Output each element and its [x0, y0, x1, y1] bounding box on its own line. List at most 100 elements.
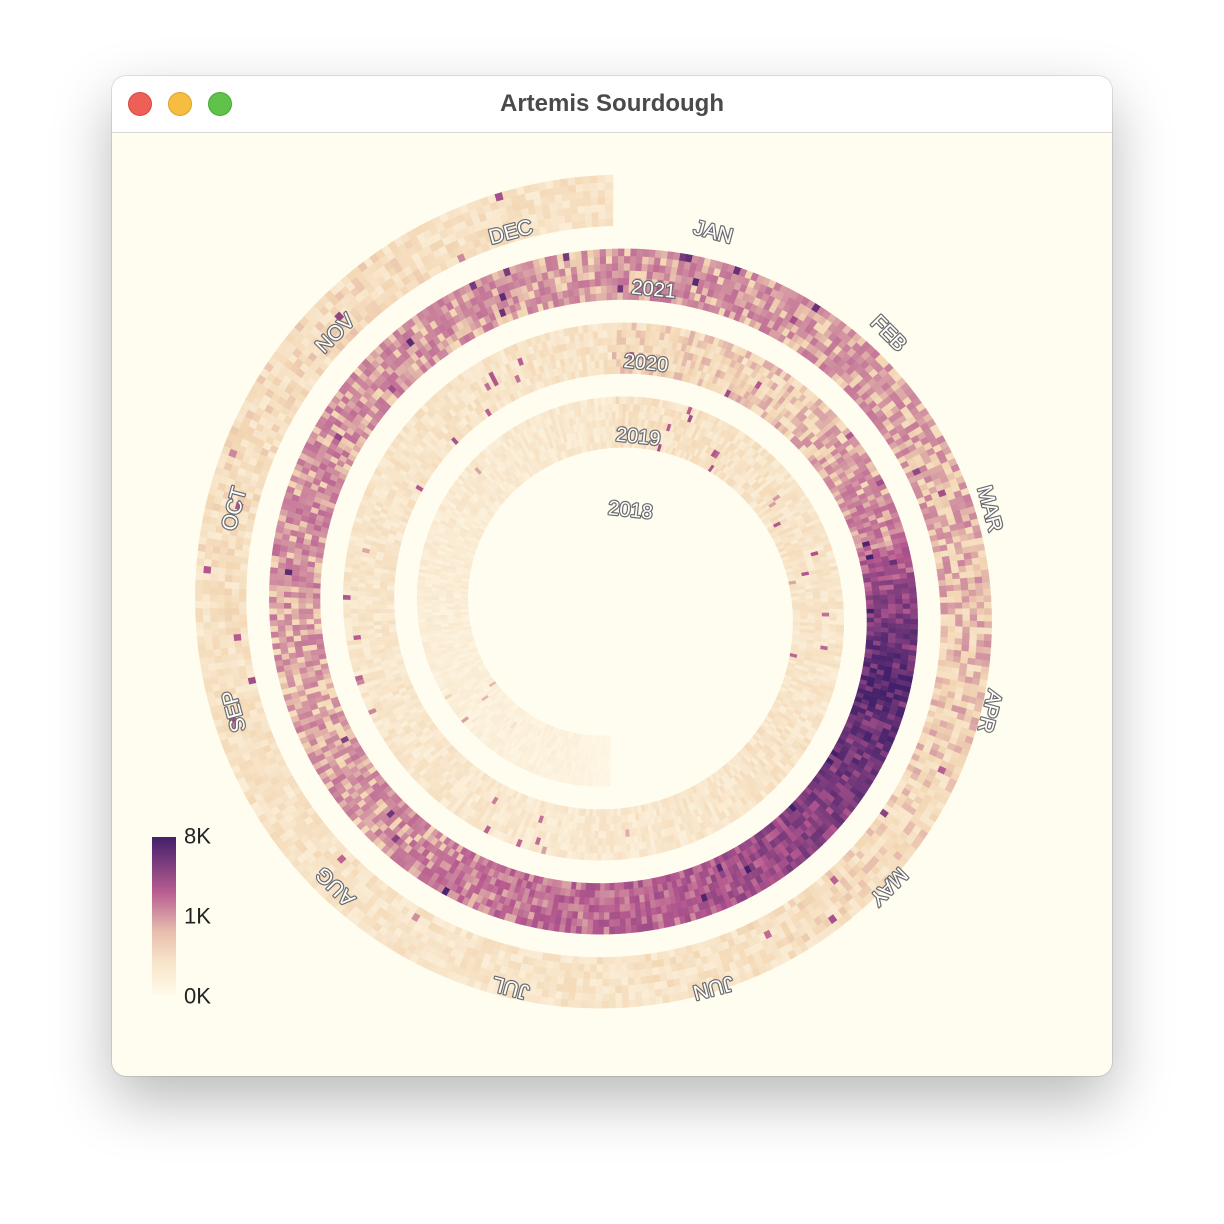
- heatmap-cell: [447, 504, 456, 512]
- heatmap-cell: [537, 760, 544, 769]
- heatmap-cell: [540, 427, 547, 437]
- heatmap-cell: [608, 396, 613, 405]
- heatmap-cell: [525, 435, 533, 445]
- heatmap-cell: [464, 561, 473, 567]
- heatmap-cell: [439, 540, 448, 547]
- heatmap-cell: [538, 461, 545, 471]
- heatmap-cell: [478, 461, 487, 470]
- heatmap-cell: [460, 546, 469, 552]
- heatmap-cell: [444, 663, 454, 669]
- heatmap-cell: [539, 436, 547, 445]
- heatmap-cell: [543, 426, 550, 436]
- heatmap-cell: [526, 469, 534, 478]
- heatmap-cell: [492, 686, 501, 694]
- heatmap-cell: [428, 661, 437, 668]
- heatmap-cell: [434, 561, 443, 568]
- heatmap-cell: [495, 737, 504, 746]
- heatmap-cell: [442, 657, 451, 664]
- heatmap-cell: [476, 526, 485, 534]
- heatmap-cell: [439, 611, 448, 616]
- heatmap-cell: [499, 693, 508, 701]
- heatmap-cell: [443, 554, 452, 561]
- heatmap-cell: [607, 771, 611, 780]
- heatmap-cell: [551, 439, 558, 448]
- heatmap-cell: [470, 716, 479, 724]
- heatmap-cell: [461, 693, 471, 701]
- heatmap-cell: [490, 734, 499, 743]
- heatmap-cell: [468, 663, 477, 669]
- heatmap-cell: [495, 437, 503, 447]
- heatmap-cell: [476, 722, 486, 731]
- heatmap-cell: [605, 735, 609, 743]
- heatmap-cell: [500, 471, 508, 480]
- heatmap-cell: [477, 678, 486, 685]
- heatmap-cell: [473, 656, 482, 662]
- heatmap-cell: [521, 753, 528, 762]
- heatmap-cell: [482, 503, 491, 511]
- heatmap-cell: [561, 775, 567, 784]
- heatmap-cell: [537, 752, 545, 762]
- heatmap-cell: [435, 558, 444, 565]
- heatmap-cell: [582, 749, 587, 757]
- heatmap-cell: [518, 727, 526, 735]
- heatmap-cell: [495, 729, 504, 737]
- heatmap-cell: [455, 540, 464, 547]
- heatmap-cell: [443, 528, 453, 536]
- heatmap-cell: [418, 624, 427, 630]
- heatmap-cell: [436, 662, 445, 669]
- heatmap-cell: [524, 453, 531, 462]
- heatmap-cell: [471, 727, 480, 735]
- heatmap-cell: [511, 723, 520, 731]
- maximize-button[interactable]: [208, 92, 232, 116]
- heatmap-cell: [461, 680, 471, 687]
- heatmap-cell: [576, 762, 582, 771]
- heatmap-cell: [462, 506, 471, 515]
- heatmap-cell: [512, 425, 520, 435]
- heatmap-cell: [504, 439, 513, 449]
- close-button[interactable]: [128, 92, 152, 116]
- heatmap-cell: [602, 749, 606, 758]
- heatmap-cell: [453, 597, 461, 602]
- heatmap-cell: [514, 758, 522, 767]
- heatmap-cell: [571, 769, 577, 778]
- heatmap-cell: [468, 702, 477, 710]
- heatmap-cell: [460, 644, 469, 650]
- heatmap-cell: [472, 696, 482, 704]
- heatmap-cell: [458, 554, 467, 560]
- heatmap-cell: [520, 464, 528, 473]
- heatmap-cell: [433, 626, 442, 631]
- heatmap-cell: [604, 771, 608, 780]
- heatmap-cell: [454, 648, 463, 654]
- heatmap-cell: [483, 728, 492, 737]
- heatmap-cell: [517, 448, 525, 458]
- heatmap-cell: [490, 694, 499, 702]
- heatmap-cell: [525, 427, 532, 436]
- heatmap-cell: [480, 519, 489, 527]
- heatmap-cell: [525, 731, 533, 740]
- minimize-button[interactable]: [168, 92, 192, 116]
- heatmap-cell: [448, 501, 457, 509]
- heatmap-cell: [436, 679, 445, 686]
- heatmap-cell: [460, 678, 469, 685]
- heatmap-cell: [543, 747, 550, 756]
- heatmap-cell: [464, 685, 474, 692]
- heatmap-cell: [466, 675, 476, 682]
- heatmap-cell: [492, 439, 500, 449]
- heatmap-cell: [476, 498, 485, 507]
- heatmap-cell: [478, 713, 487, 721]
- heatmap-cell: [534, 735, 542, 744]
- heatmap-cell: [472, 653, 481, 660]
- heatmap-cell: [564, 775, 570, 784]
- heatmap-cell: [447, 519, 456, 527]
- heatmap-cell: [491, 716, 500, 725]
- heatmap-cell: [548, 749, 555, 758]
- heatmap-cell: [554, 765, 561, 775]
- heatmap-cell: [489, 494, 497, 502]
- heatmap-cell: [498, 748, 506, 757]
- heatmap-cell: [576, 740, 581, 749]
- heatmap-cell: [421, 551, 430, 558]
- heatmap-cell: [480, 715, 489, 724]
- heatmap-cell: [416, 591, 425, 597]
- heatmap-cell: [510, 713, 518, 721]
- heatmap-cell: [495, 690, 504, 697]
